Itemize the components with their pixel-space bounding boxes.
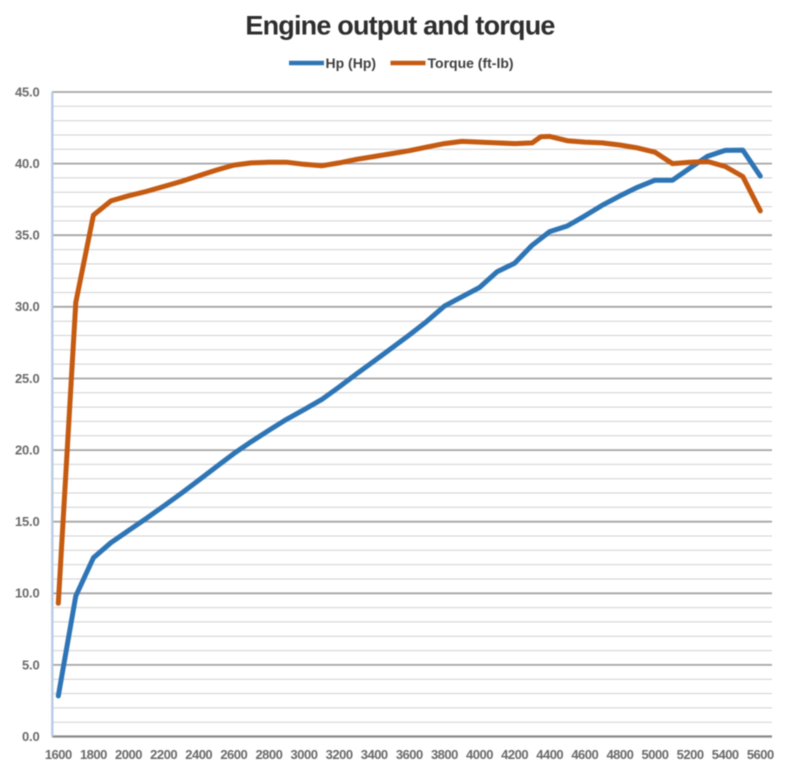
svg-text:5600: 5600 [747,747,774,762]
svg-text:1800: 1800 [80,747,107,762]
svg-text:20.0: 20.0 [15,443,40,458]
svg-text:10.0: 10.0 [15,586,40,601]
svg-text:0.0: 0.0 [22,729,39,744]
svg-text:3800: 3800 [431,747,458,762]
svg-text:1600: 1600 [45,747,72,762]
svg-text:Engine output and torque: Engine output and torque [245,11,555,41]
svg-text:4400: 4400 [536,747,563,762]
svg-text:2600: 2600 [220,747,247,762]
svg-text:2200: 2200 [150,747,177,762]
svg-text:4600: 4600 [571,747,598,762]
svg-text:15.0: 15.0 [15,514,40,529]
svg-text:30.0: 30.0 [15,299,40,314]
svg-text:4000: 4000 [466,747,493,762]
svg-text:2000: 2000 [115,747,142,762]
svg-text:3600: 3600 [396,747,423,762]
svg-text:3200: 3200 [326,747,353,762]
svg-text:Hp (Hp): Hp (Hp) [326,55,377,71]
svg-text:Torque (ft-lb): Torque (ft-lb) [428,55,514,71]
svg-text:2800: 2800 [255,747,282,762]
svg-text:40.0: 40.0 [15,156,40,171]
svg-text:4200: 4200 [501,747,528,762]
svg-text:45.0: 45.0 [15,84,40,99]
svg-text:5.0: 5.0 [22,657,39,672]
svg-text:35.0: 35.0 [15,228,40,243]
svg-text:2400: 2400 [185,747,212,762]
svg-text:5000: 5000 [642,747,669,762]
svg-text:4800: 4800 [606,747,633,762]
svg-text:3000: 3000 [291,747,318,762]
svg-text:5200: 5200 [677,747,704,762]
svg-text:3400: 3400 [361,747,388,762]
svg-text:25.0: 25.0 [15,371,40,386]
svg-text:5400: 5400 [712,747,739,762]
